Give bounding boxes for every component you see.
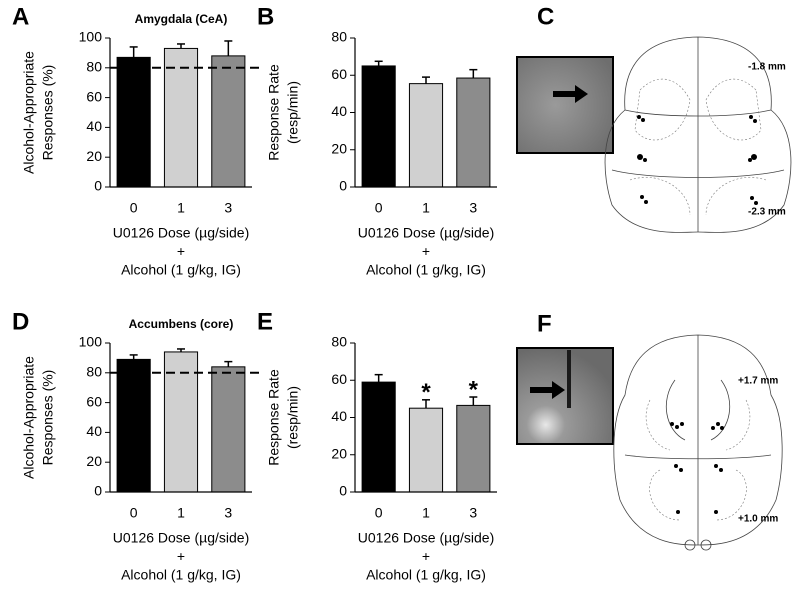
level-label: +1.7 mm xyxy=(738,376,778,387)
bar xyxy=(456,77,491,188)
x-axis-label: + xyxy=(422,548,430,564)
y-axis-label: Response Rate xyxy=(266,369,282,466)
panel-label: C xyxy=(537,3,554,30)
y-tick-label: 40 xyxy=(331,408,347,424)
bar xyxy=(408,83,444,188)
brain-lines xyxy=(611,37,785,232)
y-tick-label: 0 xyxy=(339,178,347,194)
y-tick-label: 60 xyxy=(331,66,347,82)
x-axis-label: Alcohol (1 g/kg, IG) xyxy=(366,262,486,278)
y-tick-label: 40 xyxy=(86,118,102,134)
y-axis-label: (resp/min) xyxy=(285,386,301,449)
y-tick-label: 0 xyxy=(94,483,102,499)
bar xyxy=(163,47,199,188)
y-axis-label: Responses (%) xyxy=(40,65,56,161)
x-axis-label: U0126 Dose (µg/side) xyxy=(358,225,494,241)
x-tick-label: 1 xyxy=(177,200,185,216)
y-tick-label: 80 xyxy=(86,364,102,380)
x-tick-label: 3 xyxy=(469,505,477,521)
x-axis-label: Alcohol (1 g/kg, IG) xyxy=(366,567,486,583)
x-tick-label: 3 xyxy=(469,200,477,216)
bar xyxy=(211,366,246,493)
y-tick-label: 100 xyxy=(79,334,103,350)
panel-label: E xyxy=(257,308,273,335)
y-tick-label: 80 xyxy=(331,334,347,350)
arrow xyxy=(553,85,588,103)
diagram-c: C -1.8 mm -2.3 mm xyxy=(516,3,792,233)
y-tick-label: 60 xyxy=(86,393,102,409)
y-tick-label: 20 xyxy=(86,148,102,164)
x-axis-label: + xyxy=(177,243,185,259)
x-tick-label: 0 xyxy=(375,505,383,521)
x-axis-label: + xyxy=(177,548,185,564)
panel-label: D xyxy=(12,308,29,335)
y-tick-label: 20 xyxy=(86,453,102,469)
y-tick-label: 20 xyxy=(331,445,347,461)
x-axis-label: U0126 Dose (µg/side) xyxy=(358,530,494,546)
x-tick-label: 0 xyxy=(130,505,138,521)
x-axis-label: U0126 Dose (µg/side) xyxy=(113,225,249,241)
bar xyxy=(163,351,199,493)
bar xyxy=(116,56,151,188)
chart-title: Amygdala (CeA) xyxy=(135,12,228,26)
level-label: -1.8 mm xyxy=(748,62,786,73)
x-tick-label: 0 xyxy=(375,200,383,216)
y-tick-label: 80 xyxy=(331,29,347,45)
histology-photo xyxy=(516,347,614,445)
bar xyxy=(361,65,396,188)
brain-lines xyxy=(624,335,772,545)
y-axis-label: (resp/min) xyxy=(285,81,301,144)
panel-label: B xyxy=(257,3,274,30)
x-axis-label: Alcohol (1 g/kg, IG) xyxy=(121,262,241,278)
x-tick-label: 3 xyxy=(224,200,232,216)
cannula-track xyxy=(567,350,571,408)
x-tick-label: 1 xyxy=(177,505,185,521)
level-label: -2.3 mm xyxy=(748,207,786,218)
y-tick-label: 20 xyxy=(331,140,347,156)
x-tick-label: 0 xyxy=(130,200,138,216)
panel-label: A xyxy=(12,3,29,30)
y-tick-label: 40 xyxy=(331,103,347,119)
ventricle xyxy=(700,539,712,551)
x-axis-label: + xyxy=(422,243,430,259)
placements xyxy=(637,115,758,205)
y-axis-label: Alcohol-Appropriate xyxy=(21,51,37,174)
y-tick-label: 0 xyxy=(94,178,102,194)
x-tick-label: 1 xyxy=(422,200,430,216)
y-tick-label: 60 xyxy=(331,371,347,387)
bar xyxy=(408,407,444,493)
y-axis-label: Response Rate xyxy=(266,64,282,161)
arrow xyxy=(530,381,565,399)
chart-title: Accumbens (core) xyxy=(129,317,234,331)
bar xyxy=(116,358,151,493)
bar xyxy=(456,404,491,493)
y-tick-label: 60 xyxy=(86,88,102,104)
significance-marker: * xyxy=(421,379,431,406)
histology-photo xyxy=(516,56,614,154)
x-tick-label: 3 xyxy=(224,505,232,521)
level-label: +1.0 mm xyxy=(738,514,778,525)
significance-marker: * xyxy=(469,376,479,403)
x-axis-label: U0126 Dose (µg/side) xyxy=(113,530,249,546)
y-axis-label: Responses (%) xyxy=(40,370,56,466)
y-tick-label: 100 xyxy=(79,29,103,45)
y-tick-label: 80 xyxy=(86,59,102,75)
y-axis-label: Alcohol-Appropriate xyxy=(21,356,37,479)
panel-label: F xyxy=(537,310,552,337)
y-tick-label: 0 xyxy=(339,483,347,499)
y-tick-label: 40 xyxy=(86,423,102,439)
placements xyxy=(670,422,724,514)
bar xyxy=(361,381,396,493)
brain-regions xyxy=(645,399,751,521)
ventricle xyxy=(684,539,696,551)
bar xyxy=(211,55,246,188)
x-tick-label: 1 xyxy=(422,505,430,521)
diagram-f: F +1.7 mm +1.0 mm xyxy=(516,310,783,551)
x-axis-label: Alcohol (1 g/kg, IG) xyxy=(121,567,241,583)
